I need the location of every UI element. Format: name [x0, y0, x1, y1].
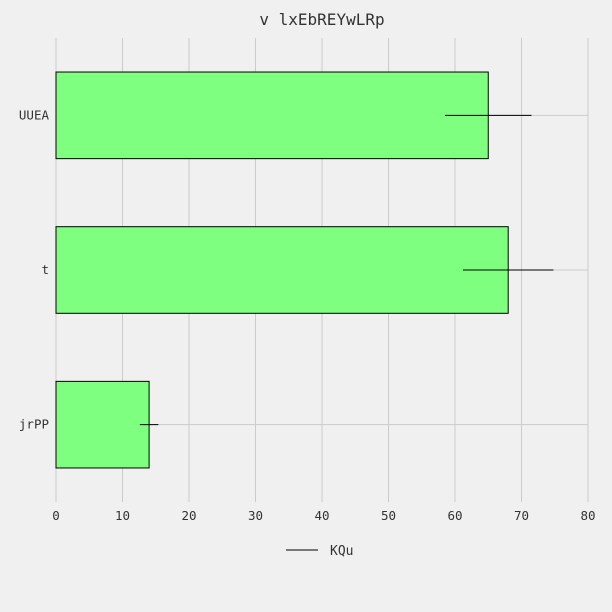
- chart-title: v lxEbREYwLRp: [259, 10, 384, 29]
- y-tick-label: t: [41, 262, 49, 277]
- x-axis-ticks: 0 10 20 30 40 50 60 70 80: [52, 508, 595, 523]
- x-tick-label: 20: [181, 508, 196, 523]
- x-tick-label: 60: [447, 508, 462, 523]
- x-tick-label: 0: [52, 508, 60, 523]
- legend-label: KQu: [330, 544, 353, 559]
- x-tick-label: 10: [115, 508, 130, 523]
- legend: KQu: [286, 544, 353, 559]
- bars-layer: [55, 71, 509, 469]
- x-tick-label: 70: [514, 508, 529, 523]
- x-tick-label: 40: [314, 508, 329, 523]
- bar: [55, 71, 489, 160]
- bar: [55, 226, 509, 314]
- x-tick-label: 30: [248, 508, 263, 523]
- error-bars-layer: [139, 114, 554, 426]
- x-tick-label: 80: [580, 508, 595, 523]
- x-tick-label: 50: [381, 508, 396, 523]
- y-tick-label: UUEA: [19, 107, 50, 122]
- y-tick-label: jrPP: [19, 417, 49, 432]
- y-axis-ticks: UUEA t jrPP: [19, 107, 50, 431]
- bar: [55, 380, 150, 469]
